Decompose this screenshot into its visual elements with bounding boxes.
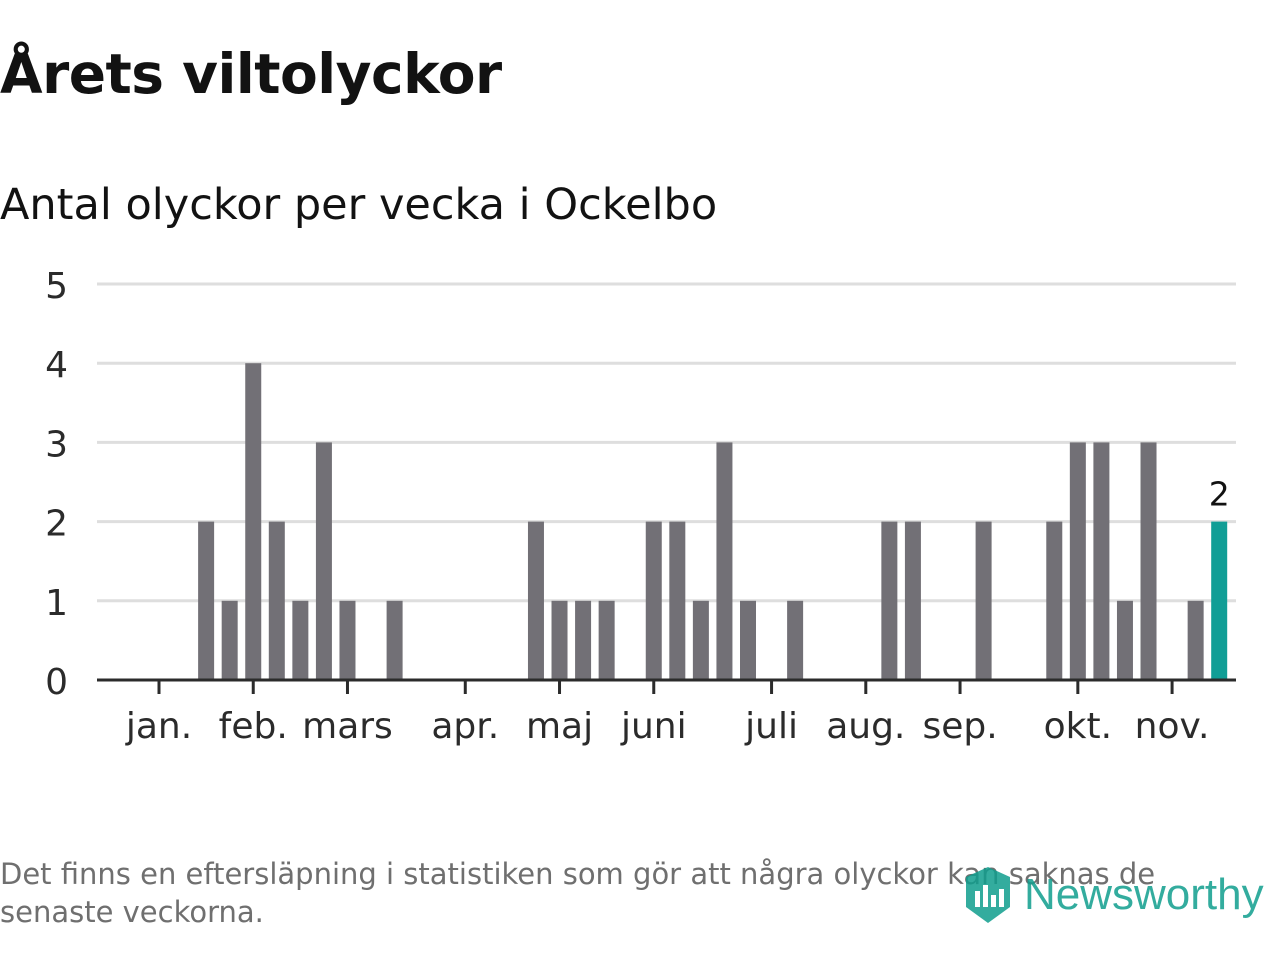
x-tick-label-5: juni — [620, 706, 687, 747]
bar-week-41 — [1093, 442, 1110, 680]
y-tick-label-4: 4 — [45, 345, 68, 386]
bar-week-24 — [692, 600, 709, 680]
bar-week-7 — [292, 600, 309, 680]
bar-week-5 — [245, 363, 262, 680]
y-tick-label-5: 5 — [45, 266, 68, 307]
highlight-value-label: 2 — [1209, 475, 1230, 514]
bar-week-32 — [881, 521, 898, 680]
x-tick-label-7: aug. — [826, 706, 905, 747]
bar-week-33 — [904, 521, 921, 680]
bar-week-23 — [669, 521, 686, 680]
chart-title: Årets viltolyckor — [0, 42, 502, 106]
y-tick-label-3: 3 — [45, 424, 68, 465]
bar-week-17 — [527, 521, 544, 680]
x-tick-label-3: apr. — [431, 706, 499, 747]
y-tick-label-1: 1 — [45, 583, 68, 624]
bar-week-11 — [386, 600, 403, 680]
bar-week-22 — [645, 521, 662, 680]
y-tick-label-2: 2 — [45, 504, 68, 545]
x-tick-label-0: jan. — [125, 706, 192, 747]
bar-week-28 — [787, 600, 804, 680]
x-tick-label-6: juli — [744, 706, 798, 747]
x-tick-label-9: okt. — [1044, 706, 1112, 747]
chart-subtitle: Antal olyckor per vecka i Ockelbo — [0, 180, 718, 230]
x-tick-label-8: sep. — [922, 706, 997, 747]
x-tick-label-10: nov. — [1135, 706, 1210, 747]
bar-week-9 — [339, 600, 356, 680]
bar-week-4 — [221, 600, 238, 680]
newsworthy-logo-icon — [966, 867, 1010, 923]
bar-week-43 — [1140, 442, 1157, 680]
bar-week-18 — [551, 600, 568, 680]
bar-week-3 — [198, 521, 215, 680]
footnote: Det finns en eftersläpning i statistiken… — [0, 857, 1156, 929]
bar-week-39 — [1046, 521, 1063, 680]
x-tick-label-4: maj — [526, 706, 593, 747]
bar-week-25 — [716, 442, 733, 680]
bar-week-46 — [1211, 521, 1228, 680]
y-tick-label-0: 0 — [45, 662, 68, 703]
x-tick-label-1: feb. — [219, 706, 288, 747]
bar-week-42 — [1116, 600, 1133, 680]
x-tick-label-2: mars — [302, 706, 393, 747]
bar-week-19 — [575, 600, 592, 680]
bar-week-20 — [598, 600, 615, 680]
newsworthy-logo-text: Newsworthy — [1024, 870, 1264, 919]
bar-week-40 — [1069, 442, 1086, 680]
bar-week-26 — [740, 600, 756, 680]
bar-week-45 — [1187, 600, 1204, 680]
bar-week-36 — [975, 521, 992, 680]
newsworthy-logo: Newsworthy — [962, 862, 1264, 928]
bar-week-6 — [268, 521, 285, 680]
bar-week-8 — [315, 442, 332, 680]
